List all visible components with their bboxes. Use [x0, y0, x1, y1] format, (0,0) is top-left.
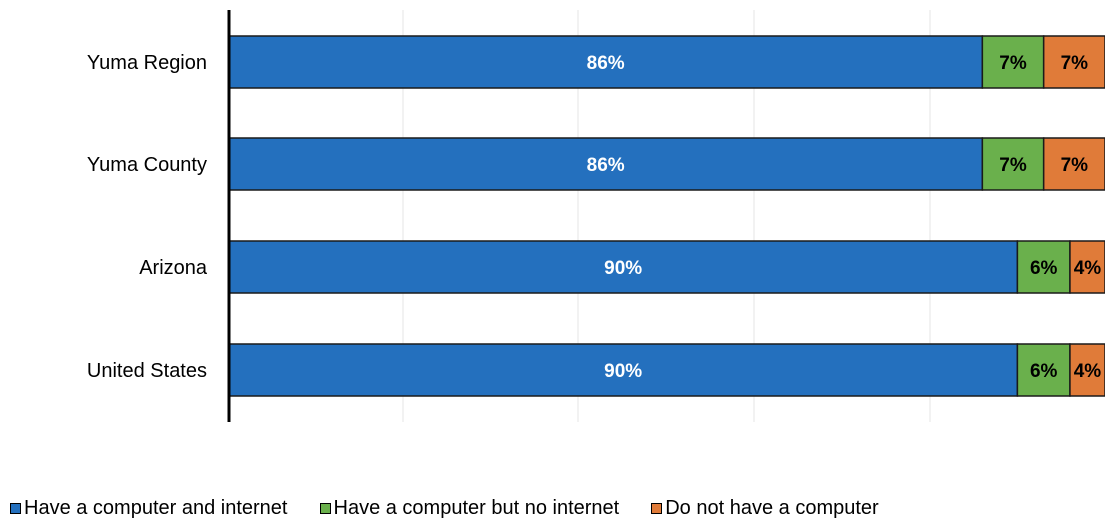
chart-svg: 86% 7% 7% Yuma Region 86% 7% 7% Yuma County 90% 6… — [87, 10, 1105, 422]
data-label-2-3: 4% — [1074, 361, 1102, 382]
legend-item-series-0: Have a computer and internet — [10, 497, 288, 520]
category-label-0: Yuma Region — [87, 52, 207, 74]
data-label-0-1: 86% — [587, 155, 625, 176]
bar-1-2 — [1016, 240, 1071, 294]
data-label-1-0: 7% — [999, 53, 1027, 74]
bar-1-3 — [1016, 343, 1071, 397]
data-label-2-0: 7% — [1061, 53, 1089, 74]
bar-2-0 — [1042, 35, 1105, 89]
data-label-2-1: 7% — [1061, 155, 1089, 176]
legend-label-series-1: Have a computer but no internet — [333, 497, 620, 519]
data-label-0-2: 90% — [604, 258, 642, 279]
bar-2-1 — [1042, 137, 1105, 191]
legend-swatch-series-1 — [319, 503, 331, 514]
legend-swatch-series-0 — [10, 503, 21, 514]
data-label-0-0: 86% — [587, 53, 625, 74]
data-label-1-2: 6% — [1030, 258, 1058, 279]
legend-item-series-1: Have a computer but no internet — [319, 497, 620, 520]
category-label-1: Yuma County — [87, 154, 207, 176]
data-label-2-2: 4% — [1074, 258, 1102, 279]
data-label-0-3: 90% — [604, 361, 642, 382]
bar-0-2 — [228, 240, 1019, 294]
category-label-2: Arizona — [139, 257, 208, 279]
bar-1-0 — [981, 35, 1045, 89]
legend-swatch-series-2 — [651, 503, 663, 514]
legend-item-series-2: Do not have a computer — [651, 497, 879, 520]
bar-0-0 — [228, 35, 984, 89]
data-label-1-1: 7% — [999, 155, 1027, 176]
bar-2-2 — [1069, 240, 1105, 294]
legend-label-series-2: Do not have a computer — [665, 497, 879, 519]
category-label-3: United States — [87, 360, 207, 382]
data-label-1-3: 6% — [1030, 361, 1058, 382]
legend-label-series-0: Have a computer and internet — [24, 497, 288, 519]
bar-2-3 — [1069, 343, 1105, 397]
legend: Have a computer and internet Have a comp… — [10, 497, 911, 520]
